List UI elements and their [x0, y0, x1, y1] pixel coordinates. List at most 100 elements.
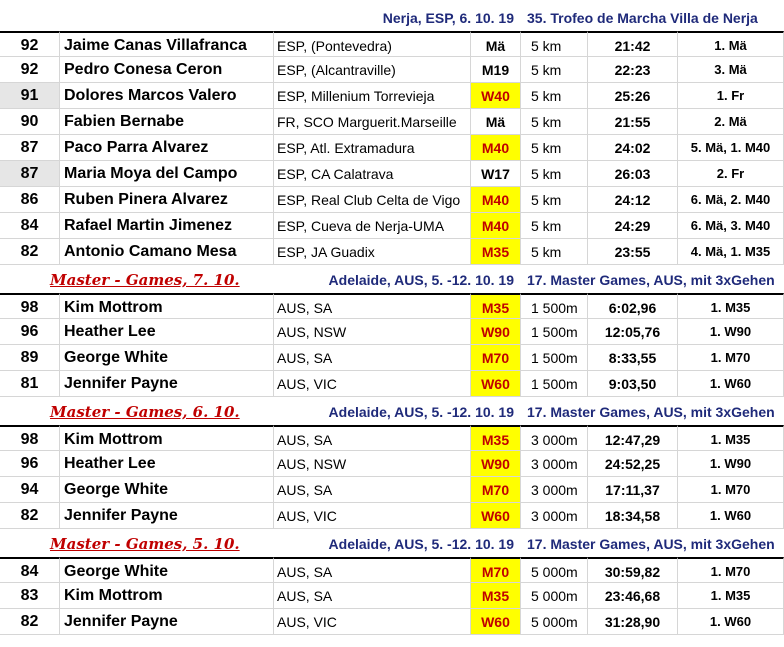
category-cell[interactable]: M35	[471, 425, 521, 451]
time-cell[interactable]: 21:42	[588, 31, 678, 57]
category-cell[interactable]: M70	[471, 557, 521, 583]
points-cell[interactable]: 87	[0, 161, 60, 187]
time-cell[interactable]: 6:02,96	[588, 293, 678, 319]
category-cell[interactable]: Mä	[471, 31, 521, 57]
points-cell[interactable]: 92	[0, 31, 60, 57]
athlete-name-cell[interactable]: Jennifer Payne	[60, 503, 274, 529]
category-cell[interactable]: W17	[471, 161, 521, 187]
distance-cell[interactable]: 5 km	[521, 187, 588, 213]
distance-cell[interactable]: 5 km	[521, 135, 588, 161]
athlete-name-cell[interactable]: Paco Parra Alvarez	[60, 135, 274, 161]
club-cell[interactable]: AUS, SA	[274, 345, 471, 371]
club-cell[interactable]: ESP, CA Calatrava	[274, 161, 471, 187]
placing-cell[interactable]: 5. Mä, 1. M40	[678, 135, 784, 161]
club-cell[interactable]: AUS, SA	[274, 477, 471, 503]
club-cell[interactable]: AUS, SA	[274, 583, 471, 609]
athlete-name-cell[interactable]: Kim Mottrom	[60, 583, 274, 609]
placing-cell[interactable]: 1. Fr	[678, 83, 784, 109]
time-cell[interactable]: 12:47,29	[588, 425, 678, 451]
distance-cell[interactable]: 5 km	[521, 239, 588, 265]
category-cell[interactable]: W60	[471, 609, 521, 635]
club-cell[interactable]: ESP, Atl. Extramadura	[274, 135, 471, 161]
athlete-name-cell[interactable]: Antonio Camano Mesa	[60, 239, 274, 265]
category-cell[interactable]: M35	[471, 239, 521, 265]
category-cell[interactable]: M40	[471, 213, 521, 239]
points-cell[interactable]: 87	[0, 135, 60, 161]
club-cell[interactable]: ESP, Real Club Celta de Vigo	[274, 187, 471, 213]
placing-cell[interactable]: 1. Mä	[678, 31, 784, 57]
placing-cell[interactable]: 1. M35	[678, 293, 784, 319]
distance-cell[interactable]: 5 km	[521, 161, 588, 187]
category-cell[interactable]: W60	[471, 503, 521, 529]
distance-cell[interactable]: 3 000m	[521, 503, 588, 529]
placing-cell[interactable]: 1. M70	[678, 477, 784, 503]
athlete-name-cell[interactable]: Ruben Pinera Alvarez	[60, 187, 274, 213]
placing-cell[interactable]: 4. Mä, 1. M35	[678, 239, 784, 265]
distance-cell[interactable]: 1 500m	[521, 293, 588, 319]
distance-cell[interactable]: 5 km	[521, 31, 588, 57]
athlete-name-cell[interactable]: Maria Moya del Campo	[60, 161, 274, 187]
distance-cell[interactable]: 3 000m	[521, 451, 588, 477]
time-cell[interactable]: 23:46,68	[588, 583, 678, 609]
club-cell[interactable]: ESP, (Alcantraville)	[274, 57, 471, 83]
points-cell[interactable]: 96	[0, 319, 60, 345]
distance-cell[interactable]: 1 500m	[521, 345, 588, 371]
athlete-name-cell[interactable]: Rafael Martin Jimenez	[60, 213, 274, 239]
club-cell[interactable]: FR, SCO Marguerit.Marseille	[274, 109, 471, 135]
distance-cell[interactable]: 5 000m	[521, 557, 588, 583]
placing-cell[interactable]: 3. Mä	[678, 57, 784, 83]
placing-cell[interactable]: 2. Fr	[678, 161, 784, 187]
category-cell[interactable]: M70	[471, 477, 521, 503]
club-cell[interactable]: AUS, VIC	[274, 371, 471, 397]
athlete-name-cell[interactable]: Pedro Conesa Ceron	[60, 57, 274, 83]
club-cell[interactable]: ESP, (Pontevedra)	[274, 31, 471, 57]
club-cell[interactable]: AUS, SA	[274, 425, 471, 451]
points-cell[interactable]: 94	[0, 477, 60, 503]
points-cell[interactable]: 96	[0, 451, 60, 477]
time-cell[interactable]: 24:12	[588, 187, 678, 213]
athlete-name-cell[interactable]: Heather Lee	[60, 319, 274, 345]
placing-cell[interactable]: 1. W90	[678, 451, 784, 477]
distance-cell[interactable]: 5 km	[521, 213, 588, 239]
placing-cell[interactable]: 6. Mä, 2. M40	[678, 187, 784, 213]
placing-cell[interactable]: 1. M35	[678, 583, 784, 609]
points-cell[interactable]: 98	[0, 293, 60, 319]
time-cell[interactable]: 8:33,55	[588, 345, 678, 371]
club-cell[interactable]: AUS, SA	[274, 557, 471, 583]
points-cell[interactable]: 92	[0, 57, 60, 83]
placing-cell[interactable]: 2. Mä	[678, 109, 784, 135]
distance-cell[interactable]: 5 km	[521, 109, 588, 135]
points-cell[interactable]: 86	[0, 187, 60, 213]
placing-cell[interactable]: 1. M70	[678, 557, 784, 583]
time-cell[interactable]: 24:52,25	[588, 451, 678, 477]
distance-cell[interactable]: 1 500m	[521, 319, 588, 345]
athlete-name-cell[interactable]: Jennifer Payne	[60, 371, 274, 397]
athlete-name-cell[interactable]: Dolores Marcos Valero	[60, 83, 274, 109]
distance-cell[interactable]: 5 000m	[521, 583, 588, 609]
athlete-name-cell[interactable]: Jennifer Payne	[60, 609, 274, 635]
category-cell[interactable]: W60	[471, 371, 521, 397]
points-cell[interactable]: 83	[0, 583, 60, 609]
club-cell[interactable]: ESP, Millenium Torrevieja	[274, 83, 471, 109]
time-cell[interactable]: 17:11,37	[588, 477, 678, 503]
athlete-name-cell[interactable]: Jaime Canas Villafranca	[60, 31, 274, 57]
athlete-name-cell[interactable]: George White	[60, 345, 274, 371]
club-cell[interactable]: AUS, VIC	[274, 503, 471, 529]
category-cell[interactable]: M19	[471, 57, 521, 83]
category-cell[interactable]: W90	[471, 451, 521, 477]
placing-cell[interactable]: 1. W60	[678, 609, 784, 635]
time-cell[interactable]: 18:34,58	[588, 503, 678, 529]
placing-cell[interactable]: 1. W60	[678, 503, 784, 529]
athlete-name-cell[interactable]: Fabien Bernabe	[60, 109, 274, 135]
points-cell[interactable]: 90	[0, 109, 60, 135]
time-cell[interactable]: 24:02	[588, 135, 678, 161]
time-cell[interactable]: 31:28,90	[588, 609, 678, 635]
points-cell[interactable]: 98	[0, 425, 60, 451]
placing-cell[interactable]: 1. W90	[678, 319, 784, 345]
category-cell[interactable]: M35	[471, 583, 521, 609]
distance-cell[interactable]: 1 500m	[521, 371, 588, 397]
category-cell[interactable]: Mä	[471, 109, 521, 135]
points-cell[interactable]: 91	[0, 83, 60, 109]
club-cell[interactable]: ESP, JA Guadix	[274, 239, 471, 265]
placing-cell[interactable]: 1. M35	[678, 425, 784, 451]
